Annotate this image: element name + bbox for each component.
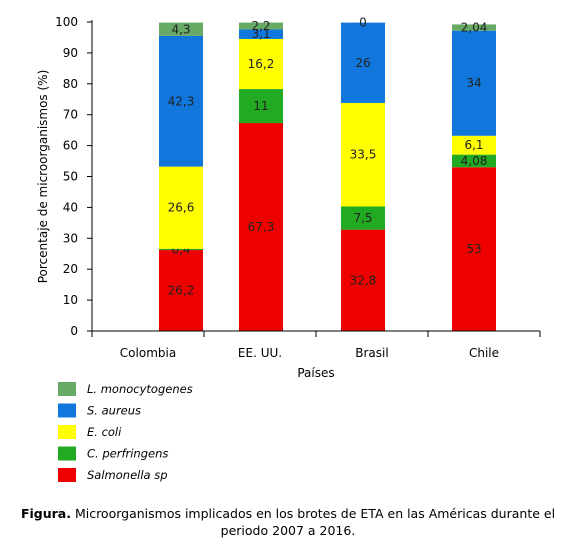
bar-segment bbox=[341, 22, 385, 103]
legend-swatch bbox=[58, 425, 76, 439]
y-tick-label: 50 bbox=[63, 170, 78, 184]
y-tick-label: 40 bbox=[63, 200, 78, 214]
bar-segment bbox=[239, 123, 283, 331]
data-label: 4,08 bbox=[461, 154, 488, 168]
figure-caption: Figura. Microorganismos implicados en lo… bbox=[0, 505, 576, 539]
y-tick-label: 90 bbox=[63, 46, 78, 60]
y-tick-label: 10 bbox=[63, 293, 78, 307]
x-tick-label: Colombia bbox=[120, 346, 176, 360]
y-tick-label: 80 bbox=[63, 77, 78, 91]
data-label: 26,2 bbox=[168, 284, 195, 298]
y-tick-label: 0 bbox=[70, 324, 78, 338]
bar-segment bbox=[239, 22, 283, 30]
data-label: 53 bbox=[466, 242, 481, 256]
bar-segment bbox=[159, 250, 203, 331]
bar-segment bbox=[239, 29, 283, 39]
legend-label: Salmonella sp bbox=[87, 468, 168, 482]
data-label: 2,2 bbox=[251, 19, 270, 33]
bar-segment bbox=[341, 102, 385, 207]
bar-segment bbox=[452, 24, 496, 31]
caption-text: Microorganismos implicados en los brotes… bbox=[70, 506, 556, 538]
y-tick-label: 20 bbox=[63, 262, 78, 276]
data-label: 7,5 bbox=[353, 211, 372, 225]
data-label: 4,3 bbox=[171, 22, 190, 36]
legend-label: C. perfringens bbox=[87, 447, 168, 461]
x-tick-label: Brasil bbox=[355, 346, 388, 360]
bar-segment bbox=[341, 229, 385, 331]
data-label: 26 bbox=[355, 56, 370, 70]
y-tick-label: 30 bbox=[63, 231, 78, 245]
legend-swatch bbox=[58, 382, 76, 396]
caption-label: Figura. bbox=[20, 506, 71, 521]
y-tick-label: 60 bbox=[63, 139, 78, 153]
x-tick-label: Chile bbox=[469, 346, 499, 360]
legend-label: E. coli bbox=[87, 425, 122, 439]
bar-segment bbox=[452, 30, 496, 136]
legend-swatch bbox=[58, 446, 76, 461]
data-label: 6,1 bbox=[464, 138, 483, 152]
data-label: 0 bbox=[359, 16, 367, 30]
data-label: 16,2 bbox=[248, 57, 275, 71]
legend-swatch bbox=[58, 403, 76, 418]
data-label: 34 bbox=[466, 76, 481, 90]
data-label: 11 bbox=[253, 99, 268, 113]
bar-segment bbox=[159, 35, 203, 167]
data-label: 2,04 bbox=[461, 21, 488, 35]
x-tick-label: EE. UU. bbox=[238, 346, 282, 360]
data-label: 26,6 bbox=[168, 201, 195, 215]
data-label: 3,1 bbox=[251, 27, 270, 41]
bar-segment bbox=[341, 206, 385, 230]
data-label: 33,5 bbox=[350, 148, 377, 162]
legend-label: S. aureus bbox=[87, 404, 141, 418]
legend-swatch bbox=[58, 468, 76, 482]
bar-segment bbox=[159, 166, 203, 249]
bar-segment bbox=[452, 135, 496, 155]
stacked-bar-chart: 26,20,426,642,34,367,31116,23,12,232,87,… bbox=[36, 15, 541, 482]
bar-segment bbox=[159, 22, 203, 36]
data-label: 67,3 bbox=[248, 220, 275, 234]
bar-segment bbox=[239, 89, 283, 124]
y-tick-label: 70 bbox=[63, 108, 78, 122]
data-label: 32,8 bbox=[350, 273, 377, 287]
bar-segment bbox=[452, 167, 496, 331]
bar-segment bbox=[239, 38, 283, 90]
data-label: 42,3 bbox=[168, 94, 195, 108]
legend-label: L. monocytogenes bbox=[87, 382, 193, 396]
bar-segment bbox=[159, 248, 203, 251]
y-tick-label: 100 bbox=[55, 15, 78, 29]
x-axis-title: Países bbox=[297, 366, 334, 380]
bar-segment bbox=[452, 154, 496, 168]
y-axis-title: Porcentaje de microorganismos (%) bbox=[36, 70, 50, 284]
